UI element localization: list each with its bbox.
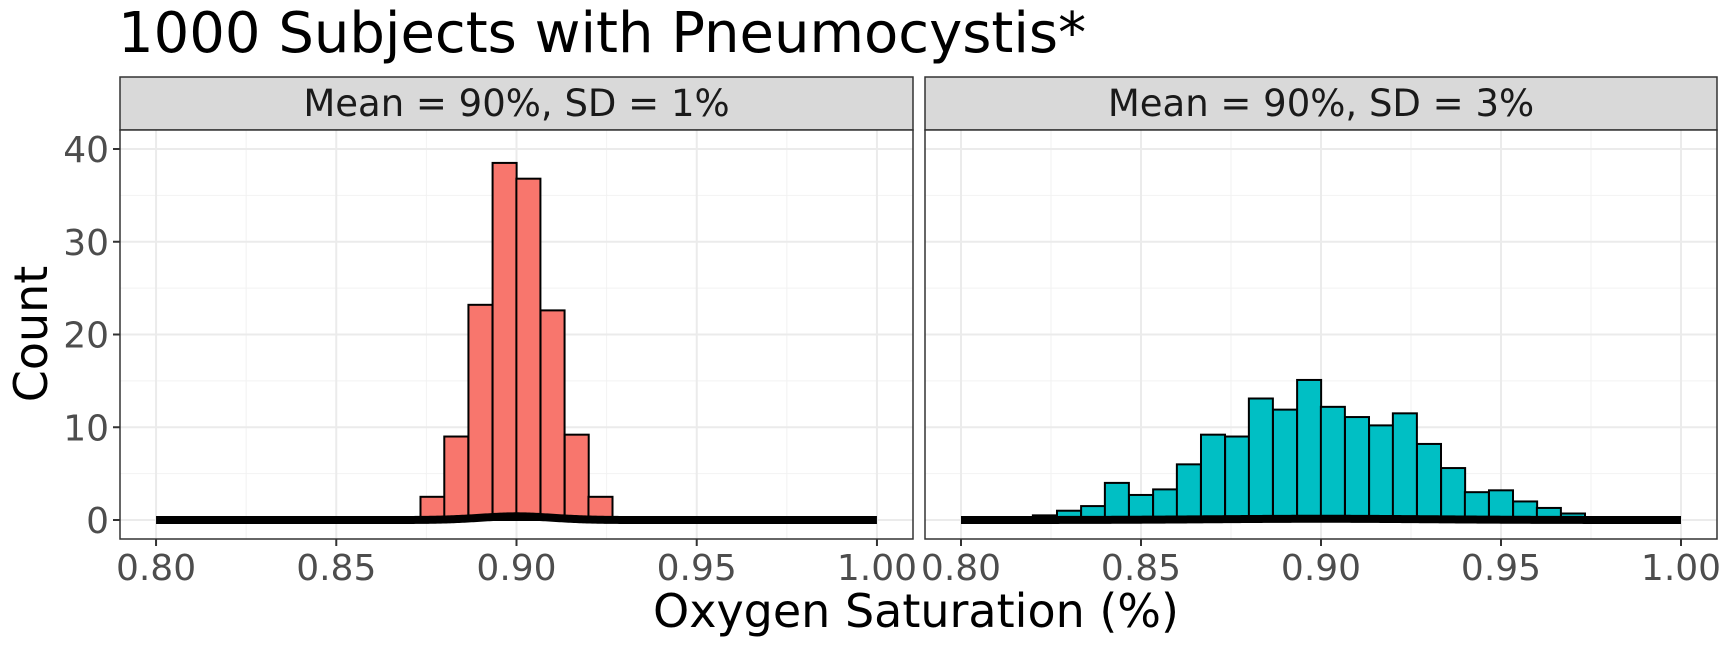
y-tick-label: 10 <box>63 408 109 449</box>
facet-strip <box>119 76 914 131</box>
histogram-bar <box>563 433 590 522</box>
y-tick-label: 30 <box>63 223 109 264</box>
x-tick-label: 0.80 <box>921 548 1001 589</box>
y-axis-title: Count <box>4 266 58 403</box>
histogram-bar <box>1175 463 1202 522</box>
x-tick-label: 1.00 <box>837 548 917 589</box>
x-tick-label: 0.85 <box>1101 548 1181 589</box>
histogram-bar <box>1487 489 1515 522</box>
density-curve <box>153 512 880 524</box>
histogram-bar <box>1103 481 1130 521</box>
histogram-bar <box>1368 424 1395 521</box>
facet-strip <box>924 76 1718 131</box>
histogram-bar <box>1152 488 1179 521</box>
histogram-bar <box>1319 405 1346 521</box>
histogram-bar <box>491 161 518 521</box>
histogram-bar <box>1415 442 1443 522</box>
facet-panels: Mean = 90%, SD = 1%0.80 0.85 0.90 0.95 1.000… <box>63 76 1721 589</box>
histogram-bar <box>1343 416 1371 521</box>
histogram-bar <box>467 303 494 521</box>
x-tick-label: 1.00 <box>1641 548 1721 589</box>
facet-panel: Mean = 90%, SD = 1% 0.80 0.85 0.90 0.95 1.00 0… <box>63 76 917 589</box>
y-tick-label: 40 <box>63 130 109 171</box>
histogram-bar <box>1271 408 1299 521</box>
histogram-bar <box>539 309 566 522</box>
histogram-bar <box>515 177 542 521</box>
histogram-bar <box>1463 491 1490 521</box>
y-tick-label: 0 <box>86 501 109 542</box>
density-curve <box>958 514 1684 524</box>
facet-strip-label: Mean = 90%, SD = 1% <box>303 82 729 125</box>
y-tick-label: 20 <box>63 316 109 357</box>
histogram-bar <box>1199 433 1227 522</box>
histogram-bar <box>1224 435 1251 521</box>
chart-title: 1000 Subjects with Pneumocystis* <box>118 1 1086 66</box>
x-tick-label: 0.85 <box>296 548 376 589</box>
histogram-bar <box>1440 467 1467 521</box>
histogram-bar <box>443 435 470 521</box>
x-tick-label: 0.90 <box>476 548 556 589</box>
facet-panel: Mean = 90%, SD = 3% 0.80 0.85 0.90 0.95 1.00 <box>921 76 1721 589</box>
histogram-bar <box>1296 378 1323 522</box>
x-tick-label: 0.95 <box>657 548 737 589</box>
x-tick-label: 0.95 <box>1461 548 1541 589</box>
x-axis-title: Oxygen Saturation (%) <box>653 584 1179 638</box>
x-tick-label: 0.80 <box>116 548 196 589</box>
facet-strip-label: Mean = 90%, SD = 3% <box>1108 82 1534 125</box>
histogram-bar <box>1391 412 1418 521</box>
x-tick-label: 0.90 <box>1281 548 1361 589</box>
histogram-bar <box>1247 397 1274 521</box>
